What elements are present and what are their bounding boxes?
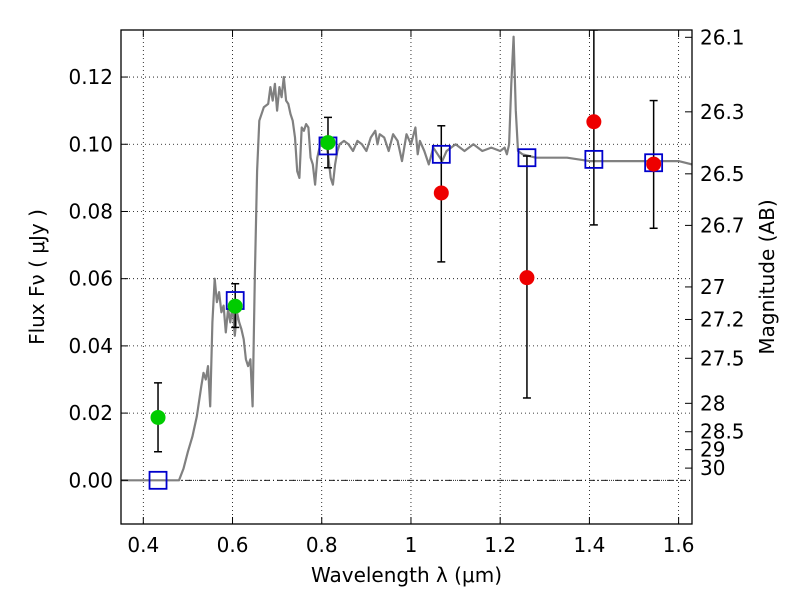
mag-tick-label: 27.5 [700, 346, 745, 370]
plot-frame [120, 29, 693, 525]
observed-flux-point [586, 114, 602, 130]
observed-flux-point [150, 409, 166, 425]
y-tick-label: 0.06 [68, 267, 113, 291]
mag-tick-label: 26.1 [700, 25, 745, 49]
mag-tick-label: 30 [700, 456, 725, 480]
model-spectrum-line [121, 35, 692, 482]
mag-tick-label: 27.2 [700, 307, 745, 331]
y-axis-label: Flux Fν ( μJy ) [25, 209, 49, 345]
mag-tick-label: 28.5 [700, 420, 745, 444]
mag-tick-label: 28 [700, 391, 725, 415]
x-tick-label: 1 [405, 533, 418, 557]
observed-flux-point [519, 270, 535, 286]
observed-flux-point [320, 135, 336, 151]
x-tick-label: 1.4 [573, 533, 605, 557]
x-tick-label: 1.2 [484, 533, 516, 557]
y-tick-label: 0.04 [68, 334, 113, 358]
model-photometry-square [431, 144, 451, 164]
x-tick-label: 0.4 [127, 533, 159, 557]
axis-ticks: 0.4 0.6 0.8 1 1.2 1.4 1.6 0.00 0.02 0.04 0.06 0.08 0… [68, 25, 744, 557]
mag-tick-label: 26.7 [700, 213, 745, 237]
x-tick-label: 0.8 [306, 533, 338, 557]
mag-tick-label: 26.3 [700, 100, 745, 124]
model-photometry-square [584, 149, 604, 169]
y2-axis-label: Magnitude (AB) [755, 199, 779, 354]
x-tick-label: 1.6 [663, 533, 695, 557]
y-tick-label: 0.02 [68, 401, 113, 425]
y-tick-label: 0.10 [68, 132, 113, 156]
y-tick-label: 0.12 [68, 65, 113, 89]
mag-tick-label: 29 [700, 438, 725, 462]
observed-flux-point [433, 185, 449, 201]
y-tick-label: 0.00 [68, 468, 113, 492]
data-marks [121, 30, 692, 490]
y-tick-label: 0.08 [68, 199, 113, 223]
observed-flux-point [227, 298, 243, 314]
mag-tick-label: 26.5 [700, 162, 745, 186]
mag-tick-label: 27 [700, 275, 725, 299]
observed-flux-point [646, 156, 662, 172]
x-axis-label: Wavelength λ (μm) [311, 563, 502, 587]
grid-lines [121, 30, 692, 524]
model-photometry-square [148, 470, 168, 490]
model-photometry-square [517, 148, 537, 168]
x-tick-label: 0.6 [217, 533, 249, 557]
